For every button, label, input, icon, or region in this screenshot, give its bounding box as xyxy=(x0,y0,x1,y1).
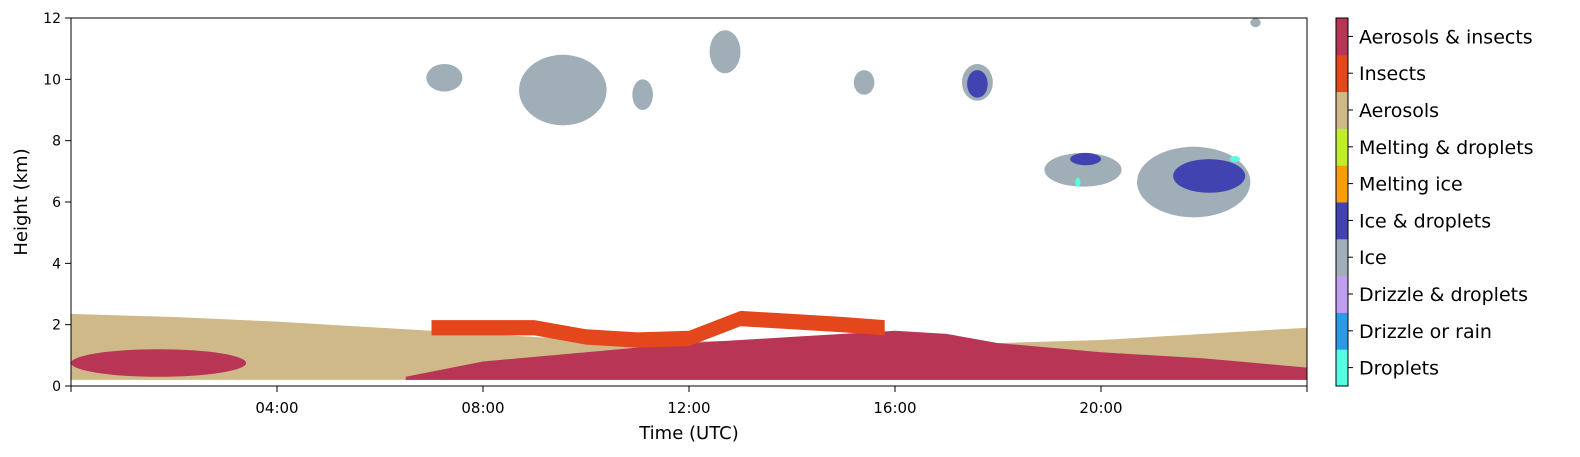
y-tick-label: 10 xyxy=(43,72,61,88)
colorbar-label: Ice & droplets xyxy=(1359,210,1491,232)
x-axis-label: Time (UTC) xyxy=(638,423,739,444)
colorbar-label: Melting & droplets xyxy=(1359,137,1534,159)
colorbar-legend: Droplets Drizzle or rain Drizzle & droplet… xyxy=(1335,17,1534,387)
colorbar-frame xyxy=(1335,17,1349,387)
colorbar-swatch xyxy=(1336,91,1348,129)
region-ice-4 xyxy=(853,70,875,95)
x-axis: 04:00 08:00 12:00 16:00 20:00 xyxy=(70,386,1308,417)
y-axis-label: Height (km) xyxy=(11,148,32,255)
region-ice-1 xyxy=(519,54,607,126)
colorbar-label: Aerosols xyxy=(1359,100,1439,122)
region-ice-droplets-1 xyxy=(1070,152,1102,166)
region-aerosols-insects-0 xyxy=(71,349,247,377)
y-tick-label: 12 xyxy=(43,11,61,27)
colorbar-swatch xyxy=(1336,165,1348,203)
x-tick-label: 04:00 xyxy=(255,399,298,417)
x-tick-label: 16:00 xyxy=(873,399,916,417)
colorbar-swatch xyxy=(1336,128,1348,166)
y-tick-label: 4 xyxy=(52,256,61,272)
colorbar-swatch xyxy=(1336,54,1348,93)
colorbar-label: Insects xyxy=(1359,63,1426,85)
x-tick-label: 08:00 xyxy=(461,399,504,417)
region-insects xyxy=(431,310,885,348)
colorbar-label: Drizzle & droplets xyxy=(1359,284,1528,306)
y-tick-label: 8 xyxy=(52,134,61,150)
colorbar-label: Melting ice xyxy=(1359,174,1463,196)
x-tick-label: 20:00 xyxy=(1079,399,1122,417)
colorbar-label: Aerosols & insects xyxy=(1359,26,1533,48)
region-ice-2 xyxy=(632,79,653,110)
y-tick-label: 6 xyxy=(52,195,61,211)
colorbar-label: Droplets xyxy=(1359,358,1439,380)
region-ice-droplets-2 xyxy=(1173,159,1246,193)
colorbar-swatch xyxy=(1336,349,1348,387)
colorbar-swatch xyxy=(1336,18,1348,56)
colorbar-swatch xyxy=(1336,238,1348,277)
colorbar-swatch xyxy=(1336,312,1348,350)
x-tick-label: 12:00 xyxy=(667,399,710,417)
region-ice-droplets-0 xyxy=(967,70,988,98)
region-ice-0 xyxy=(426,64,463,92)
colorbar-label: Drizzle or rain xyxy=(1359,321,1492,343)
colorbar-label: Ice xyxy=(1359,247,1387,269)
region-aerosols-insects-1 xyxy=(405,330,1307,380)
region-droplets-1 xyxy=(1229,156,1241,163)
y-tick-label: 0 xyxy=(52,379,61,395)
region-ice-3 xyxy=(709,30,741,74)
region-ice-8 xyxy=(1250,18,1261,28)
colorbar-swatch xyxy=(1336,202,1348,240)
colorbar-swatch xyxy=(1336,275,1348,313)
y-axis: 0 2 4 6 8 10 12 xyxy=(43,11,71,395)
region-ice-6 xyxy=(1044,152,1122,187)
region-droplets-0 xyxy=(1075,177,1081,187)
classification-regions xyxy=(71,18,1307,380)
y-tick-label: 2 xyxy=(52,318,61,334)
